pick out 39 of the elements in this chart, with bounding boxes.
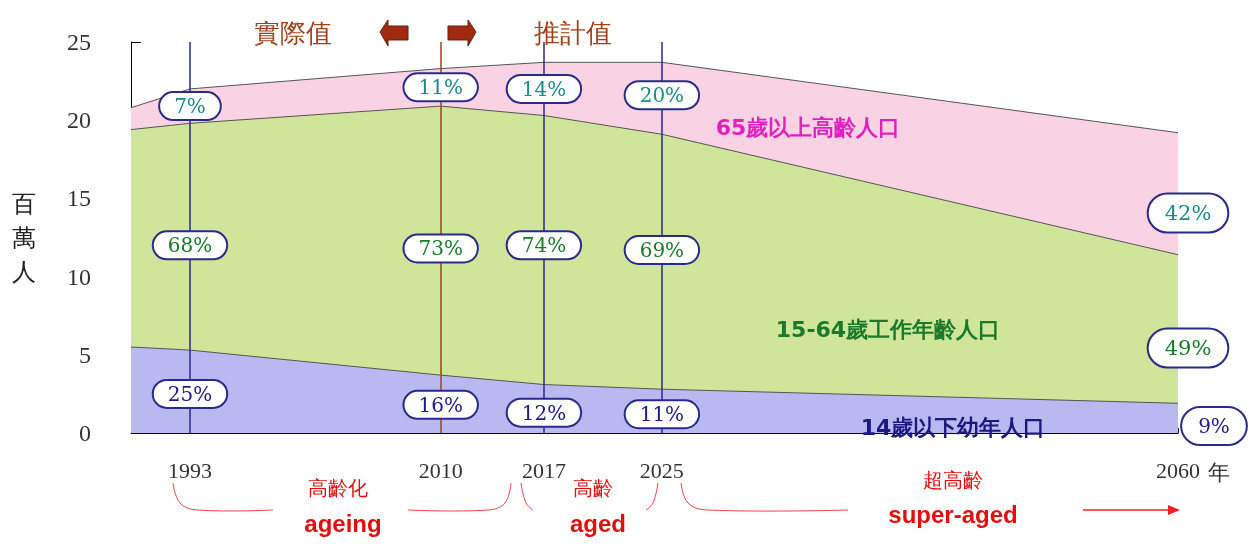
annotation: 42%	[1164, 201, 1212, 225]
series-label: 14歲以下幼年人口	[860, 414, 1046, 440]
annotation: 69%	[639, 238, 685, 263]
y-tick-label: 20	[67, 107, 91, 134]
annotation: 推計值	[534, 18, 612, 48]
text: 高齡化	[308, 476, 368, 500]
annotation: 49%	[1164, 336, 1212, 360]
y-tick-label: 5	[79, 341, 91, 368]
text: ageing	[304, 509, 382, 537]
x-tick-label: 2025	[639, 457, 684, 483]
y-tick-label: 10	[67, 263, 91, 290]
y-tick-label: 25	[67, 29, 91, 55]
annotation: 7%	[174, 94, 206, 119]
x-tick-label: 1993	[167, 457, 212, 483]
x-tick-label: 2010	[418, 457, 463, 483]
series-label: 65歲以上高齡人口	[715, 114, 901, 140]
y-tick-label: 0	[79, 420, 91, 446]
text: super-aged	[888, 500, 1018, 528]
annotation: 12%	[521, 400, 567, 425]
text: 高齡	[573, 476, 613, 500]
annotation: 16%	[418, 392, 463, 417]
y-tick-label: 15	[67, 185, 91, 212]
text: 9%	[1198, 414, 1230, 438]
x-tick-label: 2060	[1156, 457, 1200, 483]
annotation: 25%	[167, 381, 213, 406]
annotation: 20%	[639, 83, 685, 108]
text: 超高齡	[923, 468, 983, 492]
annotation: 實際值	[254, 18, 332, 48]
annotation: 68%	[167, 233, 213, 258]
y-axis-title: 百萬人	[12, 189, 36, 286]
x-axis-title: 年	[1208, 459, 1230, 485]
annotation: 11%	[639, 402, 685, 427]
x-tick-label: 2017	[521, 457, 566, 483]
annotation: 11%	[418, 75, 463, 100]
annotation: 14%	[521, 76, 567, 101]
series-label: 15-64歲工作年齡人口	[775, 316, 1001, 342]
text: aged	[569, 509, 627, 537]
annotation: 74%	[521, 233, 567, 258]
annotation: 73%	[418, 236, 463, 261]
